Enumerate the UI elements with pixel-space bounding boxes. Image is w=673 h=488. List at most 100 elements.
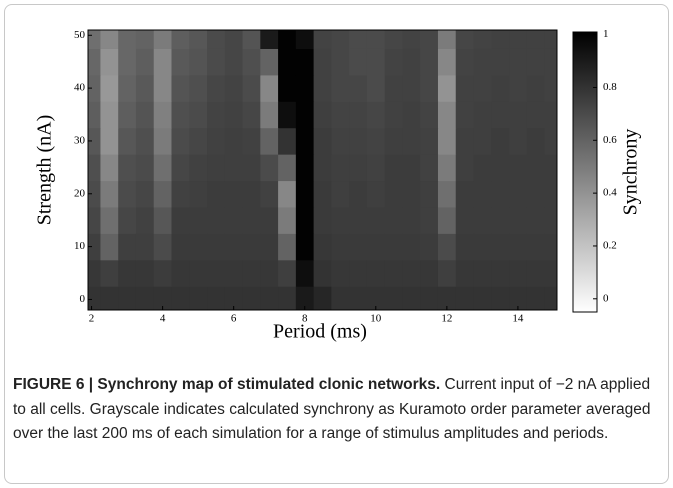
heatmap-cell [295, 74, 315, 102]
heatmap-cell [420, 233, 439, 261]
heatmap-cell [295, 101, 315, 129]
heatmap-cell [100, 259, 119, 287]
heatmap-cell [384, 206, 403, 234]
heatmap-cell [207, 101, 226, 129]
heatmap-cell [189, 154, 208, 182]
heatmap-cell [509, 101, 528, 129]
heatmap-cell [100, 180, 119, 208]
heatmap-cell [88, 180, 101, 208]
heatmap-cell [135, 127, 155, 155]
heatmap-cell [260, 180, 279, 208]
heatmap-cell [544, 259, 557, 287]
heatmap-cell [278, 259, 297, 287]
y-tick-label: 0 [80, 293, 86, 305]
heatmap-cell [437, 101, 457, 129]
heatmap-cell [420, 30, 439, 49]
heatmap-cell [402, 74, 421, 102]
x-tick-label: 6 [231, 313, 237, 325]
heatmap-cell [278, 30, 297, 49]
heatmap-cell [544, 154, 557, 182]
heatmap-cell [366, 101, 386, 129]
heatmap-cell [544, 233, 557, 261]
heatmap-cell [313, 74, 332, 102]
heatmap-cell [366, 154, 386, 182]
heatmap-cell [260, 101, 279, 129]
heatmap-cell [402, 101, 421, 129]
heatmap-cell [366, 74, 386, 102]
heatmap-cell [88, 206, 101, 234]
heatmap-cell [260, 233, 279, 261]
heatmap-cell [544, 180, 557, 208]
heatmap-cell [349, 127, 368, 155]
heatmap-cell [526, 127, 546, 155]
heatmap-cell [384, 259, 403, 287]
heatmap-cell [349, 101, 368, 129]
y-tick-label: 20 [74, 187, 86, 199]
heatmap-cell [544, 286, 557, 310]
heatmap-cell [491, 286, 510, 310]
heatmap-cell [260, 48, 279, 76]
heatmap-cell [544, 101, 557, 129]
heatmap-cell [473, 206, 492, 234]
heatmap-cell [402, 48, 421, 76]
heatmap-cell [526, 101, 546, 129]
heatmap-cell [366, 48, 386, 76]
heatmap-cell [526, 233, 546, 261]
heatmap-cell [171, 74, 190, 102]
heatmap-cell [331, 286, 350, 310]
heatmap-cell [473, 48, 492, 76]
heatmap-cell [402, 259, 421, 287]
heatmap-cell [224, 233, 244, 261]
heatmap-cell [295, 48, 315, 76]
heatmap-cell [473, 233, 492, 261]
heatmap-cell [473, 286, 492, 310]
heatmap-cell [118, 286, 137, 310]
heatmap-cell [437, 180, 457, 208]
heatmap-cell [224, 48, 244, 76]
heatmap-cell [420, 206, 439, 234]
heatmap-cell [331, 30, 350, 49]
heatmap-cell [437, 74, 457, 102]
heatmap-cell [455, 233, 475, 261]
heatmap-cell [153, 48, 172, 76]
heatmap-cell [242, 30, 261, 49]
heatmap-cell [189, 30, 208, 49]
heatmap-cell [260, 259, 279, 287]
heatmap-cell [171, 259, 190, 287]
heatmap-cell [437, 127, 457, 155]
heatmap-cell [260, 74, 279, 102]
heatmap-cell [455, 259, 475, 287]
heatmap-cell [509, 206, 528, 234]
colorbar-tick-label: 0 [603, 292, 609, 304]
heatmap-cell [224, 154, 244, 182]
heatmap-cell [153, 30, 172, 49]
heatmap-cell [153, 154, 172, 182]
heatmap-cell [242, 127, 261, 155]
heatmap-cell [88, 48, 101, 76]
heatmap-cell [509, 30, 528, 49]
heatmap-cell [242, 154, 261, 182]
heatmap-cell [491, 154, 510, 182]
heatmap-cell [455, 127, 475, 155]
heatmap-cell [224, 206, 244, 234]
heatmap-cell [118, 154, 137, 182]
heatmap-cell [526, 180, 546, 208]
heatmap-cell [509, 259, 528, 287]
heatmap-cell [384, 286, 403, 310]
heatmap-cell [313, 48, 332, 76]
heatmap-cell [544, 48, 557, 76]
heatmap-cell [278, 127, 297, 155]
heatmap-cell [473, 154, 492, 182]
heatmap-cell [420, 259, 439, 287]
heatmap-cell [242, 74, 261, 102]
heatmap-cell [544, 127, 557, 155]
heatmap-cell [189, 180, 208, 208]
heatmap-cell [491, 101, 510, 129]
x-tick-label: 10 [370, 313, 382, 325]
heatmap-cell [153, 74, 172, 102]
heatmap-cell [509, 180, 528, 208]
heatmap-cell [491, 259, 510, 287]
heatmap-cell [331, 48, 350, 76]
heatmap-cell [384, 154, 403, 182]
heatmap-cell [224, 101, 244, 129]
